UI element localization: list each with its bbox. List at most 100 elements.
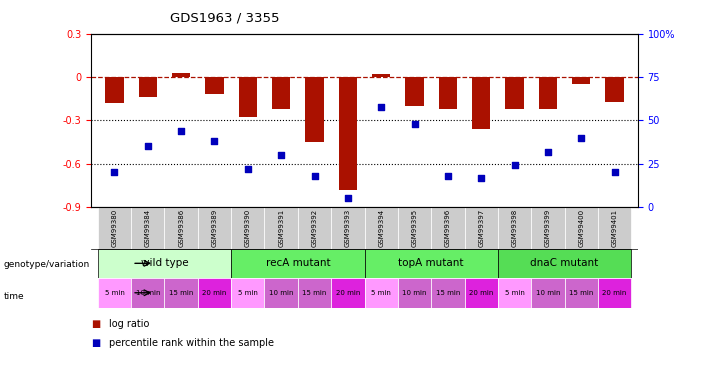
Bar: [472, 77, 491, 129]
Point: [576, 135, 587, 141]
Bar: [431, 207, 465, 249]
Text: GSM99397: GSM99397: [478, 209, 484, 247]
Bar: [531, 278, 564, 308]
Text: 15 min: 15 min: [569, 290, 594, 296]
Text: ■: ■: [91, 338, 100, 348]
Point: [376, 104, 387, 110]
Text: log ratio: log ratio: [109, 320, 149, 329]
Point: [509, 162, 520, 168]
Point: [109, 170, 120, 176]
Text: percentile rank within the sample: percentile rank within the sample: [109, 338, 273, 348]
Text: 10 min: 10 min: [135, 290, 160, 296]
Text: GSM99380: GSM99380: [111, 209, 118, 247]
Bar: [572, 77, 590, 84]
Bar: [606, 77, 624, 102]
Bar: [539, 77, 557, 109]
Text: GSM99386: GSM99386: [178, 209, 184, 247]
Bar: [498, 207, 531, 249]
Bar: [398, 207, 431, 249]
Bar: [172, 73, 190, 77]
Text: GSM99398: GSM99398: [512, 209, 517, 247]
Text: 10 min: 10 min: [402, 290, 427, 296]
Bar: [439, 77, 457, 109]
Text: 20 min: 20 min: [203, 290, 226, 296]
Text: 15 min: 15 min: [302, 290, 327, 296]
Bar: [372, 74, 390, 77]
Text: GSM99389: GSM99389: [212, 209, 217, 247]
Bar: [465, 278, 498, 308]
Point: [209, 138, 220, 144]
Bar: [205, 77, 224, 94]
Bar: [238, 77, 257, 117]
Bar: [298, 207, 331, 249]
Text: dnaC mutant: dnaC mutant: [531, 258, 599, 268]
Point: [342, 195, 353, 201]
Text: 20 min: 20 min: [469, 290, 494, 296]
Text: topA mutant: topA mutant: [398, 258, 464, 268]
Bar: [306, 77, 324, 142]
Text: genotype/variation: genotype/variation: [4, 260, 90, 269]
Text: GSM99396: GSM99396: [445, 209, 451, 247]
Bar: [331, 278, 365, 308]
Text: ■: ■: [91, 320, 100, 329]
Point: [243, 166, 254, 172]
Bar: [98, 249, 231, 278]
Text: 20 min: 20 min: [336, 290, 360, 296]
Text: 20 min: 20 min: [602, 290, 627, 296]
Bar: [231, 207, 264, 249]
Text: 10 min: 10 min: [269, 290, 294, 296]
Text: GSM99394: GSM99394: [379, 209, 384, 247]
Text: 5 min: 5 min: [372, 290, 391, 296]
Bar: [231, 278, 264, 308]
Text: 5 min: 5 min: [104, 290, 124, 296]
Bar: [272, 77, 290, 109]
Bar: [398, 278, 431, 308]
Point: [409, 121, 420, 127]
Text: GSM99401: GSM99401: [611, 209, 618, 247]
Text: GSM99392: GSM99392: [311, 209, 318, 247]
Bar: [231, 249, 365, 278]
Bar: [98, 207, 131, 249]
Bar: [198, 207, 231, 249]
Bar: [465, 207, 498, 249]
Bar: [598, 207, 631, 249]
Text: 5 min: 5 min: [505, 290, 524, 296]
Text: GSM99393: GSM99393: [345, 209, 350, 247]
Point: [543, 148, 554, 154]
Point: [442, 173, 454, 179]
Bar: [531, 207, 564, 249]
Text: 5 min: 5 min: [238, 290, 258, 296]
Bar: [564, 278, 598, 308]
Bar: [131, 278, 165, 308]
Text: GSM99391: GSM99391: [278, 209, 284, 247]
Bar: [264, 207, 298, 249]
Bar: [365, 249, 498, 278]
Point: [309, 173, 320, 179]
Bar: [598, 278, 631, 308]
Text: 15 min: 15 min: [169, 290, 193, 296]
Text: wild type: wild type: [141, 258, 189, 268]
Bar: [505, 77, 524, 109]
Bar: [198, 278, 231, 308]
Bar: [339, 77, 357, 190]
Bar: [139, 77, 157, 97]
Bar: [564, 207, 598, 249]
Bar: [165, 207, 198, 249]
Text: GSM99399: GSM99399: [545, 209, 551, 247]
Bar: [498, 278, 531, 308]
Text: GSM99390: GSM99390: [245, 209, 251, 247]
Text: time: time: [4, 292, 24, 301]
Point: [275, 152, 287, 158]
Bar: [431, 278, 465, 308]
Text: GDS1963 / 3355: GDS1963 / 3355: [170, 11, 279, 24]
Bar: [498, 249, 631, 278]
Text: GSM99400: GSM99400: [578, 209, 584, 247]
Point: [175, 128, 186, 134]
Bar: [264, 278, 298, 308]
Text: GSM99384: GSM99384: [145, 209, 151, 247]
Text: 10 min: 10 min: [536, 290, 560, 296]
Bar: [365, 278, 398, 308]
Bar: [331, 207, 365, 249]
Bar: [298, 278, 331, 308]
Text: recA mutant: recA mutant: [266, 258, 330, 268]
